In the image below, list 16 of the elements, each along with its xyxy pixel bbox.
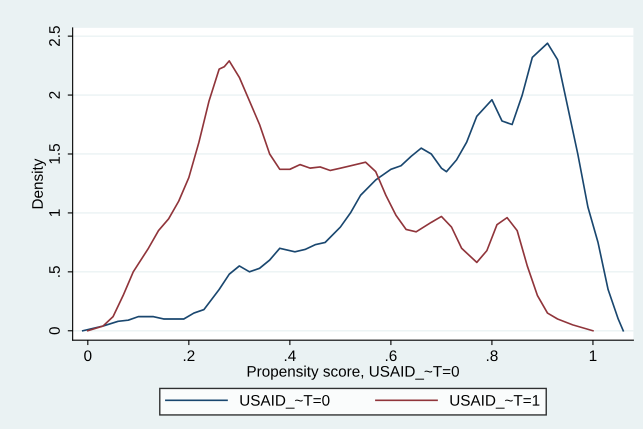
- y-tick-label: 2: [49, 92, 60, 99]
- x-tick-label: .8: [486, 350, 498, 362]
- x-tick-label: 1: [590, 350, 596, 361]
- x-tick-label: 0: [84, 350, 92, 362]
- x-tick-label: .4: [284, 350, 296, 361]
- x-axis-title: Propensity score, USAID_~T=0: [248, 366, 459, 380]
- x-tick-label: .2: [184, 350, 194, 361]
- legend-label: USAID_~T=0: [240, 394, 330, 409]
- x-tick-label: .6: [386, 350, 397, 362]
- y-tick-label: .5: [49, 266, 60, 277]
- y-axis-title: Density: [32, 158, 46, 208]
- y-tick-label: 2.5: [49, 26, 60, 46]
- legend-label: USAID_~T=1: [450, 394, 540, 409]
- y-tick-label: 1.5: [49, 144, 60, 164]
- y-tick-label: 1: [49, 209, 60, 216]
- y-tick-label: 0: [49, 327, 60, 334]
